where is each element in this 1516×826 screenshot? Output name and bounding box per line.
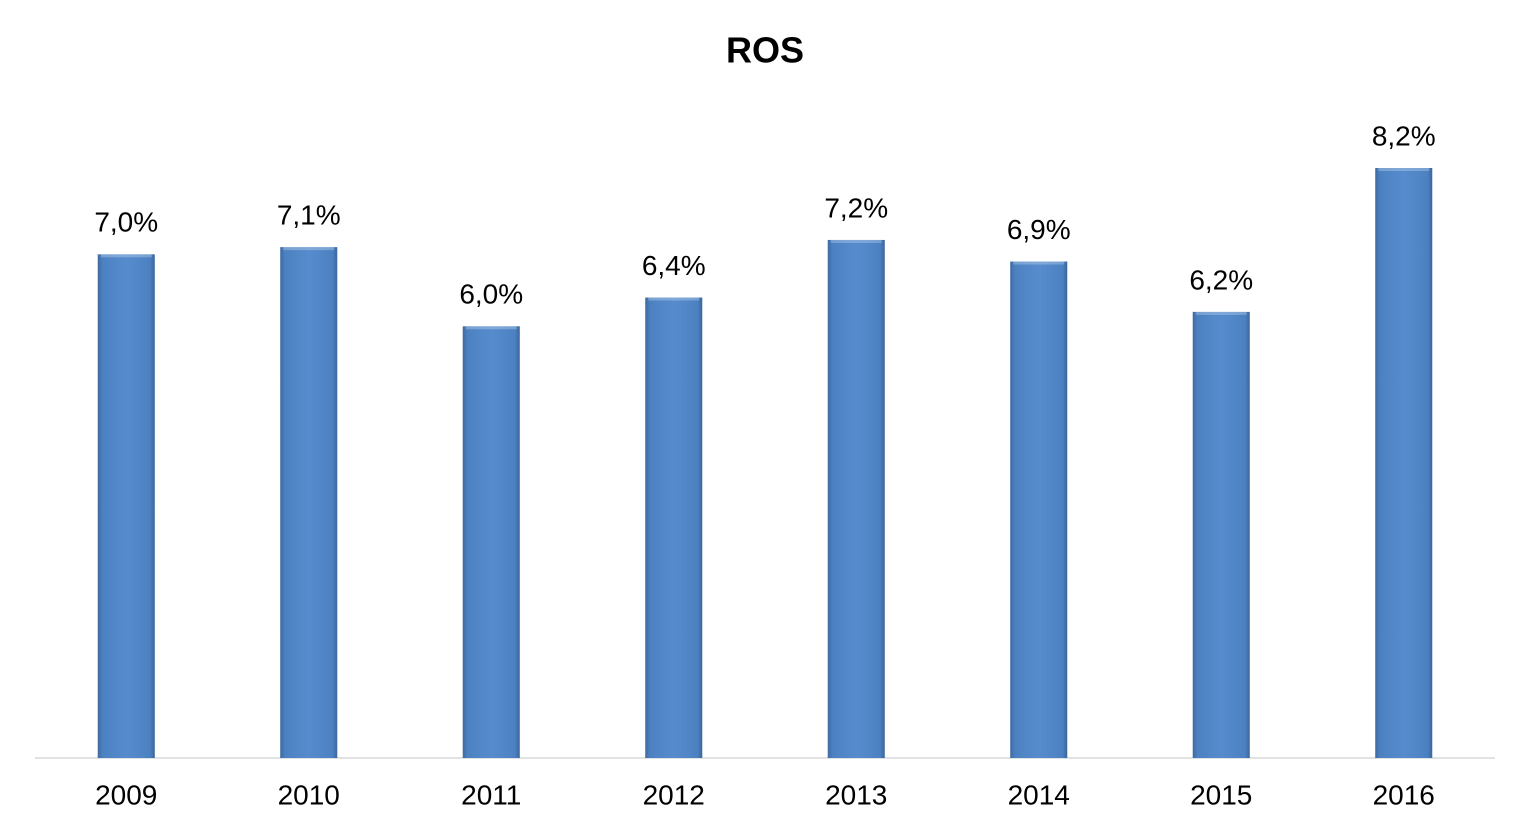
bar: [280, 247, 338, 758]
x-tick-label: 2010: [278, 779, 340, 810]
data-label: 6,4%: [642, 250, 706, 281]
data-label: 7,2%: [824, 192, 888, 223]
x-tick-label: 2011: [461, 779, 521, 810]
bar: [827, 239, 885, 758]
chart-title: ROS: [726, 30, 804, 71]
bar-bevel-top: [1195, 311, 1247, 315]
x-tick-label: 2015: [1190, 779, 1252, 810]
x-tick-label: 2014: [1008, 779, 1070, 810]
data-label: 7,1%: [277, 200, 341, 231]
bar-bevel-top: [648, 297, 700, 301]
data-label: 6,0%: [459, 279, 523, 310]
bar-bevel-top: [100, 254, 152, 258]
x-tick-label: 2009: [95, 779, 157, 810]
data-label: 6,9%: [1007, 214, 1071, 245]
bar: [645, 297, 703, 758]
data-label: 6,2%: [1189, 264, 1253, 295]
bar-bevel-top: [465, 326, 517, 330]
data-label: 7,0%: [94, 207, 158, 238]
bar: [1375, 168, 1433, 758]
bar: [97, 254, 155, 758]
x-tick-label: 2012: [643, 779, 705, 810]
x-tick-label: 2013: [825, 779, 887, 810]
bar-bevel-top: [283, 247, 335, 251]
bar-bevel-top: [1378, 168, 1430, 171]
bar: [1192, 311, 1250, 758]
bar-bevel-top: [830, 239, 882, 243]
bar-bevel-top: [1013, 261, 1065, 265]
bar: [1010, 261, 1068, 758]
bar: [462, 326, 520, 758]
data-label: 8,2%: [1372, 120, 1436, 151]
x-tick-label: 2016: [1373, 779, 1435, 810]
